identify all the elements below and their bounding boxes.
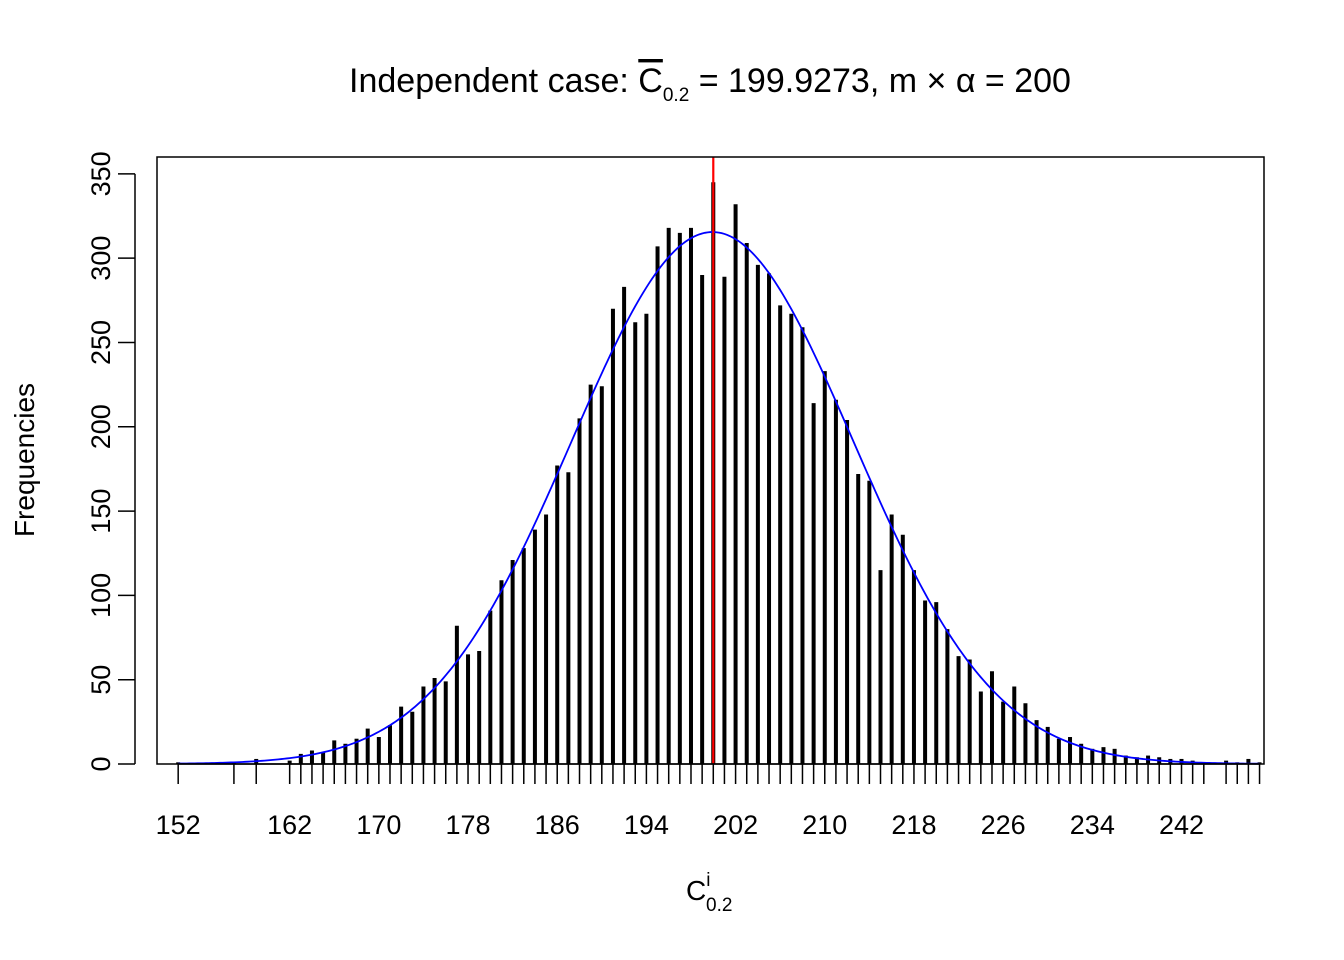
plot-frame	[156, 156, 1265, 765]
y-tick-label: 200	[86, 404, 116, 449]
fitted-normal-curve	[178, 231, 1260, 765]
title-stat-value: = 199.9273, m	[689, 62, 926, 100]
x-tick-label: 170	[356, 810, 401, 840]
fitted-curve-group	[178, 231, 1260, 765]
title-stat-symbol: C	[638, 62, 663, 100]
title-times-symbol: ×	[927, 62, 947, 100]
x-tick-label: 152	[156, 810, 201, 840]
x-tick-label: 218	[891, 810, 936, 840]
x-tick-label: 178	[445, 810, 490, 840]
y-tick-label: 100	[86, 573, 116, 618]
y-axis-label: Frequencies	[9, 383, 40, 537]
title-tail: = 200	[975, 62, 1070, 100]
y-tick-label: 250	[86, 320, 116, 365]
title-prefix: Independent case:	[349, 62, 638, 100]
title-gap	[946, 62, 955, 100]
x-tick-label: 186	[535, 810, 580, 840]
x-tick-label: 194	[624, 810, 669, 840]
y-tick-label: 350	[86, 151, 116, 196]
y-tick-label: 150	[86, 489, 116, 534]
title-alpha-symbol: α	[956, 62, 976, 100]
x-tick-label: 202	[713, 810, 758, 840]
x-label-superscript: i	[706, 870, 710, 891]
x-tick-label: 226	[981, 810, 1026, 840]
x-tick-label: 210	[802, 810, 847, 840]
x-axis-label: Ci 0.2	[686, 870, 732, 916]
bars-group	[176, 182, 1262, 764]
y-axis: 0 50 100 150 200 250 300 350	[86, 151, 136, 772]
x-axis: 152 162 170 178 186 194 202 210 218 226 234 242	[156, 763, 1261, 840]
x-tick-label: 234	[1070, 810, 1115, 840]
x-tick-label: 242	[1159, 810, 1204, 840]
x-tick-label: 162	[267, 810, 312, 840]
y-tick-label: 0	[86, 756, 116, 771]
title-stat-subscript: 0.2	[663, 85, 689, 106]
x-label-subscript: 0.2	[706, 895, 732, 916]
y-tick-label: 300	[86, 236, 116, 281]
x-label-symbol: C	[686, 875, 706, 906]
chart-title: Independent case: C0.2 = 199.9273, m × α…	[349, 62, 1071, 106]
y-tick-label: 50	[86, 665, 116, 695]
